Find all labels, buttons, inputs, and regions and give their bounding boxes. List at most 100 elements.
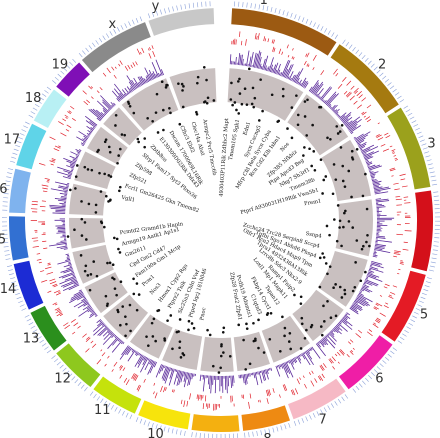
chromosome-segment-17	[16, 123, 47, 170]
density-bar	[371, 261, 383, 265]
tick-mark	[13, 289, 19, 292]
scatter-point	[202, 65, 206, 69]
density-bar	[364, 281, 373, 286]
red-marker	[132, 62, 136, 67]
red-marker	[306, 52, 310, 58]
density-bar	[358, 293, 373, 303]
density-bar	[137, 355, 144, 365]
density-bar	[372, 254, 378, 257]
tick-mark	[427, 277, 433, 280]
tick-mark	[46, 349, 52, 354]
red-marker	[348, 341, 352, 345]
red-marker	[189, 393, 191, 400]
scatter-point	[116, 310, 120, 314]
scatter-point	[137, 140, 140, 144]
scatter-point	[243, 87, 247, 91]
density-bar	[139, 76, 145, 85]
red-marker	[245, 39, 247, 46]
density-bar	[370, 262, 381, 266]
tick-mark	[124, 23, 128, 28]
scatter-point	[319, 325, 323, 328]
density-bar	[60, 236, 66, 238]
density-bar	[323, 100, 327, 104]
density-bar	[363, 151, 374, 157]
scatter-point	[180, 82, 184, 86]
tick-mark	[12, 285, 18, 288]
red-marker	[389, 145, 393, 148]
density-bar	[114, 335, 118, 339]
tick-mark	[313, 22, 316, 28]
density-bar	[367, 274, 377, 279]
red-marker	[32, 246, 39, 248]
tick-mark	[39, 339, 44, 344]
density-bar	[173, 369, 179, 385]
red-marker	[391, 151, 395, 153]
density-bar	[102, 329, 111, 337]
scatter-band-14	[72, 244, 114, 284]
tick-mark	[376, 69, 381, 74]
scatter-point	[171, 347, 174, 351]
scatter-point	[262, 351, 266, 354]
chromosome-label-18: 18	[25, 91, 42, 106]
red-marker	[197, 394, 200, 401]
scatter-point	[237, 323, 241, 327]
scatter-point	[118, 251, 122, 254]
red-marker	[267, 389, 270, 397]
red-marker	[320, 364, 325, 371]
density-bar	[67, 262, 72, 265]
scatter-point	[108, 261, 112, 265]
density-bar	[143, 78, 147, 84]
scatter-point	[288, 331, 292, 335]
density-bar	[68, 261, 71, 263]
density-bar	[322, 338, 329, 345]
density-bar	[136, 352, 139, 357]
chromosome-segment-7	[288, 378, 346, 420]
tick-mark	[109, 31, 113, 36]
density-bar	[358, 141, 367, 147]
density-bar	[372, 180, 382, 184]
chromosome-label-13: 13	[23, 332, 40, 347]
scatter-point	[66, 235, 70, 238]
density-bar	[273, 62, 279, 74]
red-marker	[133, 374, 138, 381]
red-marker	[272, 388, 275, 393]
scatter-point	[222, 326, 226, 330]
density-bar	[298, 354, 301, 357]
density-bar	[294, 68, 304, 83]
density-bar	[366, 161, 373, 165]
density-bar	[303, 351, 306, 355]
scatter-point	[340, 244, 343, 248]
tick-mark	[256, 430, 258, 436]
density-bar	[363, 150, 380, 158]
tick-mark	[427, 163, 433, 166]
density-bar	[191, 373, 194, 380]
scatter-point	[208, 333, 212, 337]
red-marker	[286, 44, 289, 49]
red-marker	[36, 253, 41, 255]
scatter-point	[253, 96, 257, 100]
scatter-point	[98, 171, 101, 175]
tick-mark	[6, 176, 12, 178]
scatter-point	[113, 236, 116, 240]
density-bar	[118, 95, 122, 101]
red-marker	[130, 64, 133, 68]
density-bar	[334, 326, 342, 335]
tick-mark	[404, 329, 409, 334]
red-marker	[332, 366, 336, 370]
red-marker	[400, 261, 404, 264]
red-marker	[163, 386, 166, 393]
scatter-point	[125, 322, 128, 326]
tick-mark	[68, 373, 73, 378]
scatter-point	[299, 302, 303, 305]
density-bar	[316, 88, 324, 98]
red-marker	[39, 163, 46, 166]
scatter-band-6	[292, 289, 344, 342]
scatter-point	[326, 299, 329, 303]
red-marker	[273, 39, 275, 44]
density-bar	[332, 328, 336, 333]
density-bar	[302, 352, 311, 366]
density-bar	[58, 271, 75, 279]
tick-mark	[30, 325, 36, 329]
tick-mark	[323, 407, 327, 413]
density-bar	[63, 248, 68, 250]
